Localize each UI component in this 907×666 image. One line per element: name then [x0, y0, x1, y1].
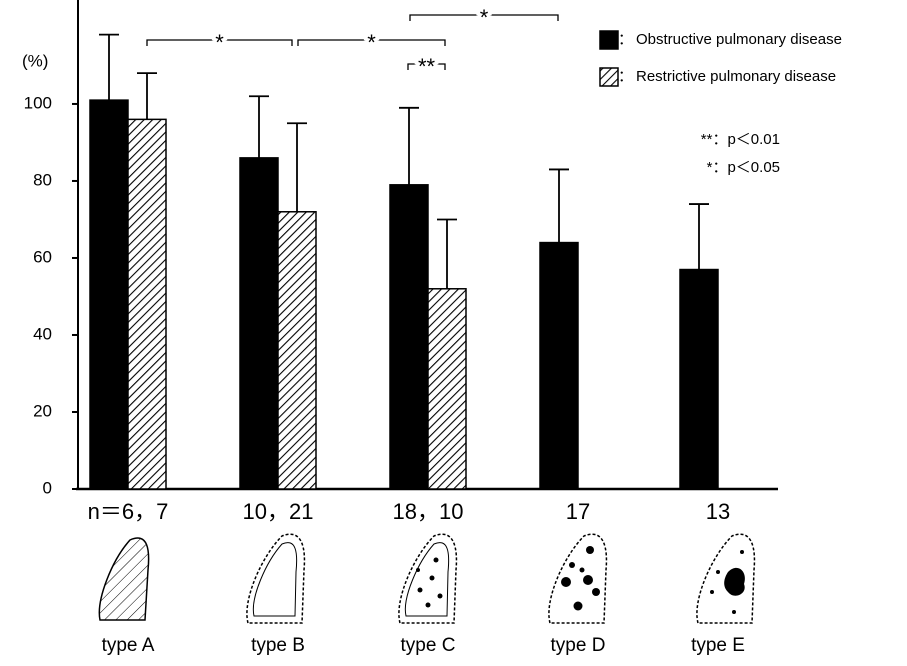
y-tick-label: 80 — [33, 170, 52, 189]
x-tick-label: type A — [102, 635, 155, 656]
annotation: *：p＜0.05 — [707, 159, 780, 176]
legend-separator: ： — [618, 68, 633, 85]
icon-dots — [416, 546, 745, 614]
significance-label: * — [215, 30, 224, 55]
y-tick-label: 40 — [33, 324, 52, 343]
y-tick-label: 60 — [33, 247, 52, 266]
legend-label: Restrictive pulmonary disease — [636, 68, 836, 85]
n-label: n＝6，7 — [88, 499, 169, 524]
x-tick-label: type B — [251, 635, 305, 656]
bar — [278, 212, 316, 489]
x-tick-label: type C — [401, 635, 456, 656]
bar — [240, 158, 278, 489]
bar — [428, 289, 466, 489]
x-tick-label: type D — [551, 635, 606, 656]
y-tick-label: 20 — [33, 401, 52, 420]
significance-label: * — [480, 5, 489, 30]
legend-swatch — [600, 68, 618, 86]
bar — [680, 270, 718, 489]
x-tick-label: type E — [691, 635, 745, 656]
lung-icons — [99, 534, 754, 623]
significance-label: * — [367, 30, 376, 55]
bar — [90, 100, 128, 489]
significance-label: ** — [418, 54, 436, 79]
y-axis-label: (%) — [22, 51, 48, 70]
n-label: 10，21 — [243, 499, 314, 524]
bar — [390, 185, 428, 489]
legend-label: Obstructive pulmonary disease — [636, 31, 842, 48]
bar — [128, 119, 166, 489]
chart: (%) 0 20 40 60 80 100 n＝6，7 type A 10，21 type B 18… — [0, 0, 907, 661]
y-tick-label: 100 — [24, 93, 52, 112]
n-label: 18，10 — [393, 499, 464, 524]
legend-swatch — [600, 31, 618, 49]
annotation: **：p＜0.01 — [701, 131, 780, 148]
legend-separator: ： — [618, 31, 633, 48]
n-label: 17 — [566, 499, 590, 524]
bar — [540, 243, 578, 489]
n-label: 13 — [706, 499, 730, 524]
y-tick-label: 0 — [43, 478, 52, 497]
